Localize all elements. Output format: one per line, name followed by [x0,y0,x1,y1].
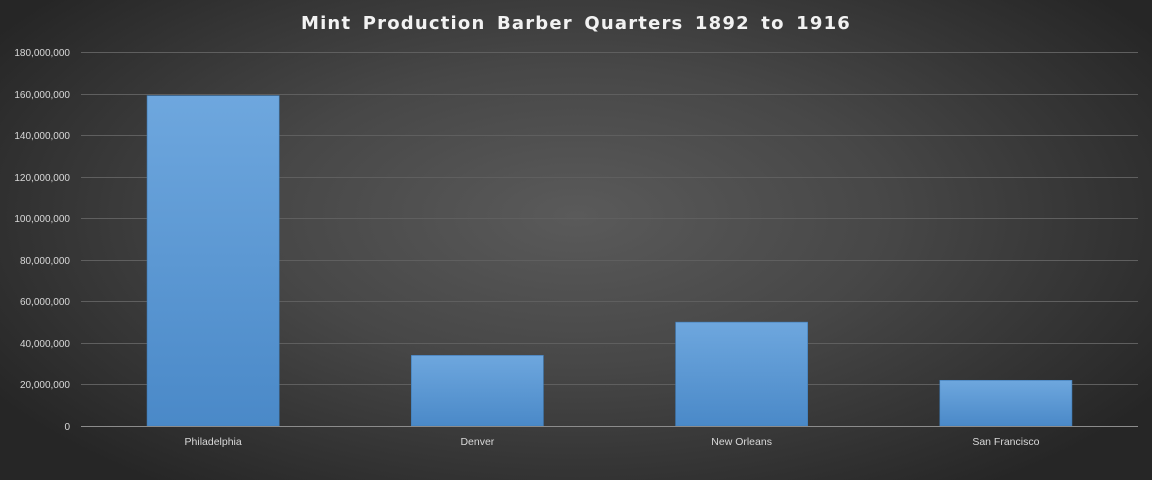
bar-san-francisco [939,379,1073,427]
x-tick-label: Denver [460,436,494,448]
bar-denver [411,355,544,427]
y-tick-label: 80,000,000 [20,256,70,267]
y-tick-label: 0 [64,422,70,433]
y-tick-label: 120,000,000 [14,173,70,184]
x-tick-label: San Francisco [972,436,1039,448]
y-axis-ticks: 0 20,000,000 40,000,000 60,000,000 80,000,00… [14,48,70,433]
y-tick-label: 100,000,000 [14,214,70,225]
chart-title: Mint Production Barber Quarters 1892 to … [301,13,851,34]
y-tick-label: 160,000,000 [14,90,70,101]
x-tick-label: New Orleans [711,436,772,448]
x-axis-labels: Philadelphia Denver New Orleans San Francis… [185,436,1040,448]
y-tick-label: 180,000,000 [14,48,70,59]
x-tick-label: Philadelphia [185,436,242,448]
y-tick-label: 60,000,000 [20,297,70,308]
bar-philadelphia [146,95,280,427]
y-tick-label: 40,000,000 [20,339,70,350]
bar-new-orleans [675,321,808,427]
bars [146,95,1073,427]
y-tick-label: 140,000,000 [14,131,70,142]
y-tick-label: 20,000,000 [20,380,70,391]
